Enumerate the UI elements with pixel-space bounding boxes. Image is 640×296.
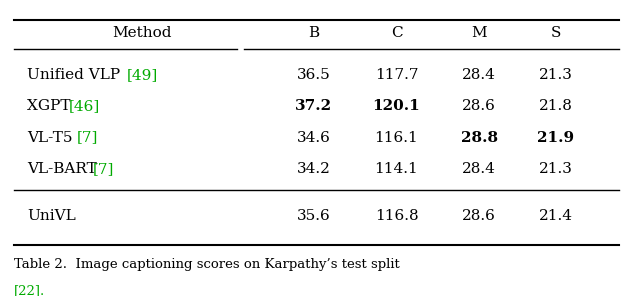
Text: 116.8: 116.8: [374, 209, 419, 223]
Text: 21.3: 21.3: [539, 68, 573, 82]
Text: 37.2: 37.2: [295, 99, 332, 113]
Text: [46]: [46]: [68, 99, 100, 113]
Text: 35.6: 35.6: [297, 209, 330, 223]
Text: 28.8: 28.8: [461, 131, 498, 145]
Text: S: S: [550, 26, 561, 40]
Text: 21.8: 21.8: [539, 99, 573, 113]
Text: Method: Method: [112, 26, 172, 40]
Text: XGPT: XGPT: [27, 99, 76, 113]
Text: UniVL: UniVL: [27, 209, 76, 223]
Text: M: M: [472, 26, 487, 40]
Text: 21.3: 21.3: [539, 162, 573, 176]
Text: Unified VLP: Unified VLP: [27, 68, 125, 82]
Text: Table 2.  Image captioning scores on Karpathy’s test split: Table 2. Image captioning scores on Karp…: [14, 258, 400, 271]
Text: 116.1: 116.1: [374, 131, 419, 145]
Text: C: C: [390, 26, 403, 40]
Text: 21.9: 21.9: [537, 131, 574, 145]
Text: B: B: [308, 26, 319, 40]
Text: 21.4: 21.4: [539, 209, 573, 223]
Text: 28.6: 28.6: [462, 99, 496, 113]
Text: [49]: [49]: [126, 68, 157, 82]
Text: 117.7: 117.7: [374, 68, 418, 82]
Text: 114.1: 114.1: [374, 162, 419, 176]
Text: 28.4: 28.4: [462, 68, 496, 82]
Text: 120.1: 120.1: [372, 99, 420, 113]
Text: 36.5: 36.5: [297, 68, 330, 82]
Text: VL-BART: VL-BART: [27, 162, 102, 176]
Text: VL-T5: VL-T5: [27, 131, 77, 145]
Text: 34.6: 34.6: [297, 131, 331, 145]
Text: [7]: [7]: [93, 162, 115, 176]
Text: 34.2: 34.2: [297, 162, 331, 176]
Text: [7]: [7]: [77, 131, 98, 145]
Text: 28.4: 28.4: [462, 162, 496, 176]
Text: [22].: [22].: [14, 284, 45, 296]
Text: 28.6: 28.6: [462, 209, 496, 223]
